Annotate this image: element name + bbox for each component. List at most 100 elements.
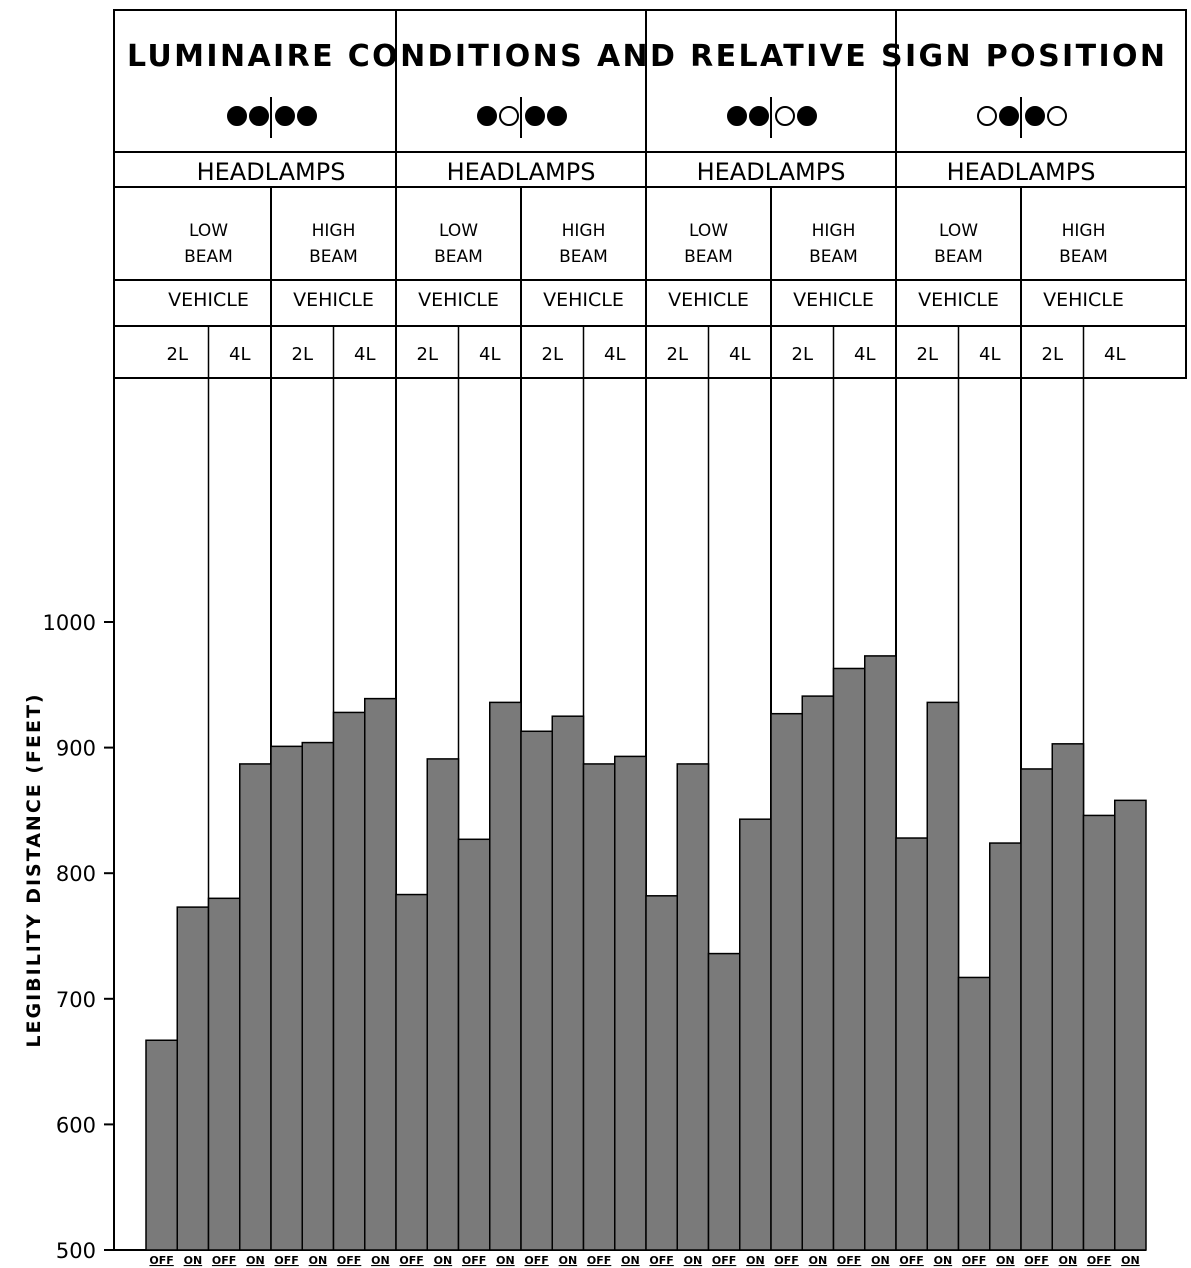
lane-label: 4L	[979, 344, 1000, 365]
x-tick-label: OFF	[399, 1254, 423, 1267]
bar	[1114, 799, 1147, 1251]
x-tick-label: OFF	[962, 1254, 986, 1267]
bar	[207, 897, 241, 1251]
x-tick-label: OFF	[774, 1254, 798, 1267]
luminaire-on-icon	[227, 106, 247, 126]
lane-label: 4L	[854, 344, 875, 365]
bars	[145, 655, 1147, 1251]
bar	[582, 763, 616, 1251]
x-tick-label: ON	[246, 1254, 265, 1267]
luminaire-off-icon	[977, 106, 997, 126]
x-tick-label: ON	[371, 1254, 390, 1267]
y-tick-label: 1000	[43, 611, 96, 635]
luminaire-on-icon	[275, 106, 295, 126]
beam-label-line2: BEAM	[684, 247, 733, 267]
vehicle-label: VEHICLE	[543, 289, 624, 311]
x-tick-label: ON	[1059, 1254, 1078, 1267]
bar	[895, 837, 928, 1251]
bar	[457, 838, 491, 1251]
lane-label: 2L	[667, 344, 688, 365]
bar	[489, 701, 522, 1251]
vehicle-label: VEHICLE	[293, 289, 374, 311]
luminaire-on-icon	[749, 106, 769, 126]
vehicle-label: VEHICLE	[418, 289, 499, 311]
bar	[676, 763, 710, 1251]
headlamps-label: HEADLAMPS	[697, 158, 846, 186]
bar	[332, 711, 366, 1251]
beam-label-line1: LOW	[939, 221, 978, 241]
bar	[864, 655, 897, 1251]
x-tick-label: ON	[621, 1254, 640, 1267]
beam-label-line1: LOW	[189, 221, 228, 241]
lane-label: 4L	[354, 344, 375, 365]
bar	[176, 906, 210, 1251]
bar	[614, 755, 647, 1251]
beam-label-line2: BEAM	[809, 247, 858, 267]
luminaire-off-icon	[499, 106, 519, 126]
x-tick-label: OFF	[149, 1254, 173, 1267]
bar	[926, 701, 960, 1251]
beam-label-line1: LOW	[439, 221, 478, 241]
bar	[739, 818, 772, 1251]
x-tick-label: OFF	[649, 1254, 673, 1267]
bar	[1020, 768, 1053, 1251]
x-tick-label: ON	[496, 1254, 515, 1267]
beam-label-line2: BEAM	[184, 247, 233, 267]
luminaire-on-icon	[1025, 106, 1045, 126]
beam-label-line1: LOW	[689, 221, 728, 241]
bar	[551, 715, 585, 1251]
y-tick-label: 900	[56, 737, 96, 761]
vehicle-label: VEHICLE	[793, 289, 874, 311]
luminaire-on-icon	[297, 106, 317, 126]
header-frame	[113, 9, 1187, 379]
lane-label: 2L	[167, 344, 188, 365]
lane-label: 2L	[917, 344, 938, 365]
lane-label: 4L	[604, 344, 625, 365]
beam-label-line2: BEAM	[1059, 247, 1108, 267]
x-tick-label: ON	[1121, 1254, 1140, 1267]
bar	[239, 763, 272, 1251]
x-tick-label: ON	[809, 1254, 828, 1267]
x-tick-label: OFF	[1024, 1254, 1048, 1267]
y-tick-label: 800	[56, 862, 96, 886]
bar	[1082, 814, 1116, 1251]
x-tick-label: ON	[684, 1254, 703, 1267]
lane-label: 4L	[1104, 344, 1125, 365]
x-tick-label: OFF	[712, 1254, 736, 1267]
headlamps-label: HEADLAMPS	[947, 158, 1096, 186]
beam-label-line2: BEAM	[559, 247, 608, 267]
bar	[832, 667, 866, 1251]
luminaire-off-icon	[1047, 106, 1067, 126]
bar	[770, 712, 803, 1251]
y-tick-label: 600	[56, 1113, 96, 1137]
x-tick-label: OFF	[524, 1254, 548, 1267]
beam-label-line1: HIGH	[312, 221, 356, 241]
y-tick-label: 500	[56, 1239, 96, 1263]
luminaire-on-icon	[547, 106, 567, 126]
lane-label: 2L	[417, 344, 438, 365]
lane-label: 4L	[229, 344, 250, 365]
bar	[364, 697, 397, 1251]
x-tick-label: OFF	[462, 1254, 486, 1267]
luminaire-on-icon	[797, 106, 817, 126]
bar	[426, 758, 460, 1251]
lane-label: 2L	[542, 344, 563, 365]
x-tick-label: ON	[559, 1254, 578, 1267]
x-tick-label: ON	[996, 1254, 1015, 1267]
luminaire-on-icon	[249, 106, 269, 126]
luminaire-on-icon	[477, 106, 497, 126]
bar	[520, 730, 553, 1251]
beam-label-line2: BEAM	[309, 247, 358, 267]
lane-label: 4L	[479, 344, 500, 365]
bar	[145, 1039, 178, 1251]
bar	[957, 976, 991, 1251]
x-tick-label: OFF	[1087, 1254, 1111, 1267]
x-tick-label: ON	[434, 1254, 453, 1267]
beam-label-line2: BEAM	[434, 247, 483, 267]
x-tick-label: OFF	[587, 1254, 611, 1267]
x-tick-label: OFF	[274, 1254, 298, 1267]
x-tick-label: OFF	[337, 1254, 361, 1267]
vehicle-label: VEHICLE	[918, 289, 999, 311]
bar	[989, 842, 1022, 1251]
